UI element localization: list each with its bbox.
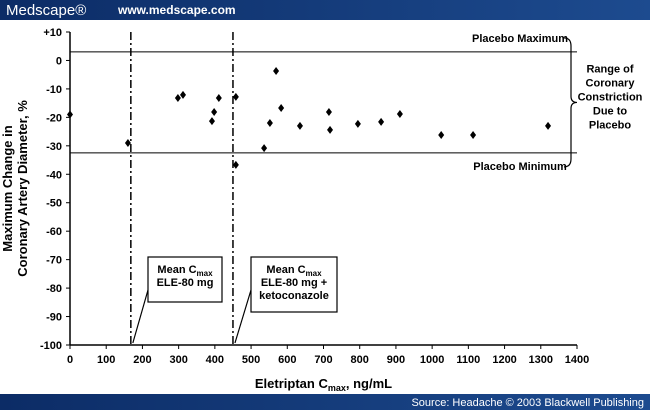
logo: Medscape® <box>6 2 86 19</box>
point <box>354 119 361 128</box>
y-tick-label: -50 <box>46 198 62 210</box>
annotation-line: Mean C <box>157 264 196 276</box>
point <box>211 107 218 116</box>
annotation-text: ELE-80 mg + <box>261 277 327 289</box>
footer-bar <box>0 394 650 410</box>
point <box>174 94 181 103</box>
point <box>215 94 222 103</box>
y-tick-label: +10 <box>43 27 62 39</box>
annotation-sub: max <box>306 269 323 278</box>
point <box>208 117 215 126</box>
x-tick-label: 300 <box>169 354 187 366</box>
x-tick-label: 1200 <box>492 354 516 366</box>
point <box>67 110 73 119</box>
range-label: Constriction <box>578 91 643 103</box>
url: www.medscape.com <box>117 3 236 17</box>
brace <box>563 37 578 168</box>
annotation-box <box>250 256 338 313</box>
y-tick-label: -90 <box>46 312 62 324</box>
x-axis-label-part: , ng/mL <box>346 376 392 391</box>
annotation-text: ELE-80 mg <box>157 277 214 289</box>
x-tick-label: 800 <box>351 354 369 366</box>
annotation-text: ketoconazole <box>259 290 329 302</box>
y-axis-label: Maximum Change in <box>0 125 15 251</box>
x-tick-label: 900 <box>387 354 405 366</box>
annotation-line: ELE-80 mg + <box>261 277 327 289</box>
range-label: Placebo <box>589 119 631 131</box>
point <box>325 107 332 116</box>
x-tick-label: 1400 <box>565 354 589 366</box>
annotation-leader <box>234 289 252 344</box>
reference-label: Placebo Minimum <box>473 161 567 173</box>
point <box>273 66 280 75</box>
range-label: Coronary <box>586 77 636 89</box>
point <box>278 103 285 112</box>
point <box>438 131 445 140</box>
y-tick-label: -40 <box>46 169 62 181</box>
annotation-line: ketoconazole <box>259 290 329 302</box>
point <box>396 109 403 118</box>
x-tick-label: 1300 <box>529 354 553 366</box>
point <box>470 131 477 140</box>
annotation-text: Mean Cmax <box>266 264 322 278</box>
point <box>261 144 268 153</box>
y-tick-label: 0 <box>56 55 62 67</box>
x-tick-label: 1100 <box>456 354 480 366</box>
y-tick-label: -30 <box>46 141 62 153</box>
y-axis-label: Coronary Artery Diameter, % <box>15 100 30 277</box>
reference-label: Placebo Maximum <box>472 33 568 45</box>
x-tick-label: 0 <box>67 354 73 366</box>
y-tick-label: -80 <box>46 283 62 295</box>
point <box>545 121 552 130</box>
point <box>232 160 239 169</box>
x-axis-label: Eletriptan Cmax, ng/mL <box>255 376 392 393</box>
y-tick-label: -10 <box>46 84 62 96</box>
x-tick-label: 200 <box>133 354 151 366</box>
x-tick-label: 700 <box>314 354 332 366</box>
point <box>232 92 239 101</box>
y-tick-label: -60 <box>46 226 62 238</box>
point <box>378 117 385 126</box>
point <box>124 138 131 147</box>
x-axis-label-part: Eletriptan C <box>255 376 329 391</box>
source: Source: Headache © 2003 Blackwell Publis… <box>411 397 644 409</box>
annotation-line: ELE-80 mg <box>157 277 214 289</box>
x-tick-label: 100 <box>97 354 115 366</box>
y-tick-label: -100 <box>40 340 62 352</box>
range-label: Range of <box>586 63 633 75</box>
y-tick-label: -20 <box>46 112 62 124</box>
point <box>296 121 303 130</box>
y-tick-label: -70 <box>46 255 62 267</box>
point <box>327 125 334 134</box>
range-label: Due to <box>593 105 628 117</box>
x-tick-label: 600 <box>278 354 296 366</box>
x-tick-label: 1000 <box>420 354 444 366</box>
header-bar <box>0 0 650 20</box>
annotation-text: Mean Cmax <box>157 264 213 278</box>
x-axis-label-part: max <box>328 383 346 393</box>
x-tick-label: 500 <box>242 354 260 366</box>
annotation-box <box>147 256 223 303</box>
annotation-sub: max <box>197 269 214 278</box>
point <box>179 90 186 99</box>
x-tick-label: 400 <box>206 354 224 366</box>
point <box>266 119 273 128</box>
annotation-line: Mean C <box>266 264 305 276</box>
annotation-leader <box>132 289 149 344</box>
